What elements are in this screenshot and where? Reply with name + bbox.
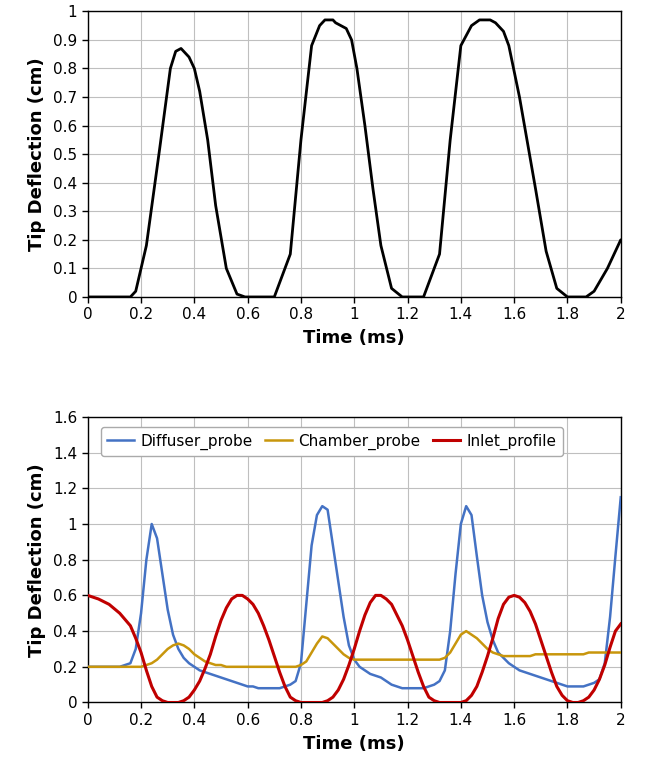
Inlet_profile bbox=[367, 598, 374, 607]
Y-axis label: Tip Deflection (cm): Tip Deflection (cm) bbox=[28, 58, 46, 251]
Diffuser_probe bbox=[367, 669, 374, 678]
Chamber_probe bbox=[239, 662, 246, 671]
Chamber_probe bbox=[84, 662, 92, 671]
Chamber_probe bbox=[361, 655, 369, 664]
Inlet_profile bbox=[84, 591, 92, 600]
Inlet_profile bbox=[244, 594, 252, 603]
Inlet_profile bbox=[404, 635, 411, 644]
Legend: Diffuser_probe, Chamber_probe, Inlet_profile: Diffuser_probe, Chamber_probe, Inlet_pro… bbox=[101, 428, 563, 456]
Inlet_profile bbox=[164, 698, 172, 707]
Y-axis label: Tip Deflection (cm): Tip Deflection (cm) bbox=[28, 463, 46, 656]
Diffuser_probe bbox=[254, 684, 262, 693]
Diffuser_probe bbox=[404, 684, 411, 693]
Line: Diffuser_probe: Diffuser_probe bbox=[88, 497, 621, 688]
Chamber_probe bbox=[116, 662, 124, 671]
Chamber_probe bbox=[398, 655, 406, 664]
Inlet_profile bbox=[142, 666, 150, 675]
Diffuser_probe bbox=[84, 662, 92, 671]
Inlet_profile bbox=[617, 619, 625, 628]
Inlet_profile bbox=[116, 609, 124, 618]
Chamber_probe bbox=[142, 660, 150, 669]
X-axis label: Time (ms): Time (ms) bbox=[304, 735, 405, 753]
Diffuser_probe bbox=[239, 680, 246, 689]
Chamber_probe bbox=[617, 648, 625, 657]
X-axis label: Time (ms): Time (ms) bbox=[304, 329, 405, 347]
Chamber_probe bbox=[505, 652, 513, 661]
Diffuser_probe bbox=[617, 493, 625, 502]
Diffuser_probe bbox=[116, 662, 124, 671]
Diffuser_probe bbox=[142, 555, 150, 564]
Chamber_probe bbox=[462, 627, 470, 636]
Line: Inlet_profile: Inlet_profile bbox=[88, 596, 621, 702]
Line: Chamber_probe: Chamber_probe bbox=[88, 631, 621, 667]
Diffuser_probe bbox=[505, 659, 513, 668]
Inlet_profile bbox=[505, 593, 513, 602]
